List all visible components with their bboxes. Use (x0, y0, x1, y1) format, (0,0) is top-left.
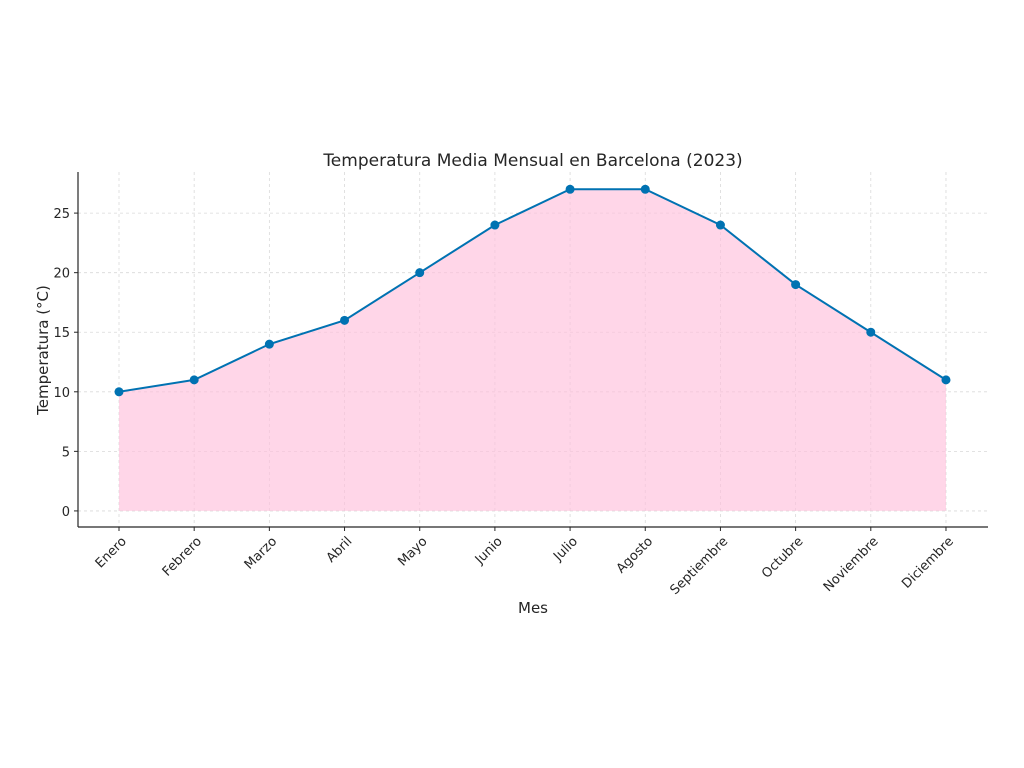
x-tick-label: Noviembre (821, 534, 882, 595)
x-tick-label: Enero (93, 534, 130, 571)
y-tick-label: 10 (53, 386, 70, 401)
data-point-enero (114, 387, 124, 397)
x-tick-label: Mayo (395, 534, 430, 569)
data-point-julio (565, 184, 575, 194)
data-point-septiembre (715, 220, 725, 230)
chart-title: Temperatura Media Mensual en Barcelona (… (322, 151, 742, 171)
line-path (118, 188, 947, 393)
data-point-febrero (189, 375, 199, 385)
data-point-noviembre (866, 327, 876, 337)
x-tick-label: Octubre (759, 534, 806, 581)
data-point-mayo (415, 268, 425, 278)
data-point-agosto (640, 184, 650, 194)
data-point-marzo (264, 339, 274, 349)
y-axis-label: Temperatura (°C) (34, 285, 52, 416)
y-tick-label: 20 (53, 267, 70, 282)
area-polygon (119, 189, 946, 511)
x-tick-label: Julio (550, 534, 581, 565)
x-tick-label: Agosto (614, 534, 656, 576)
x-tick-label: Abril (324, 534, 356, 566)
x-tick-label: Diciembre (899, 534, 957, 592)
x-axis-label: Mes (518, 599, 548, 617)
series-line (114, 184, 951, 397)
data-point-abril (340, 315, 350, 325)
x-tick-label: Junio (472, 534, 506, 568)
x-tick-label: Febrero (160, 534, 205, 579)
y-tick-label: 15 (53, 326, 70, 341)
data-point-junio (490, 220, 500, 230)
y-tick-label: 5 (62, 445, 70, 460)
y-tick-label: 0 (62, 505, 70, 520)
x-tick-label: Septiembre (667, 534, 731, 598)
y-tick-label: 25 (53, 207, 70, 222)
x-tick-label: Marzo (242, 534, 280, 572)
area-fill (119, 189, 946, 511)
data-point-octubre (791, 280, 801, 290)
data-point-diciembre (941, 375, 951, 385)
